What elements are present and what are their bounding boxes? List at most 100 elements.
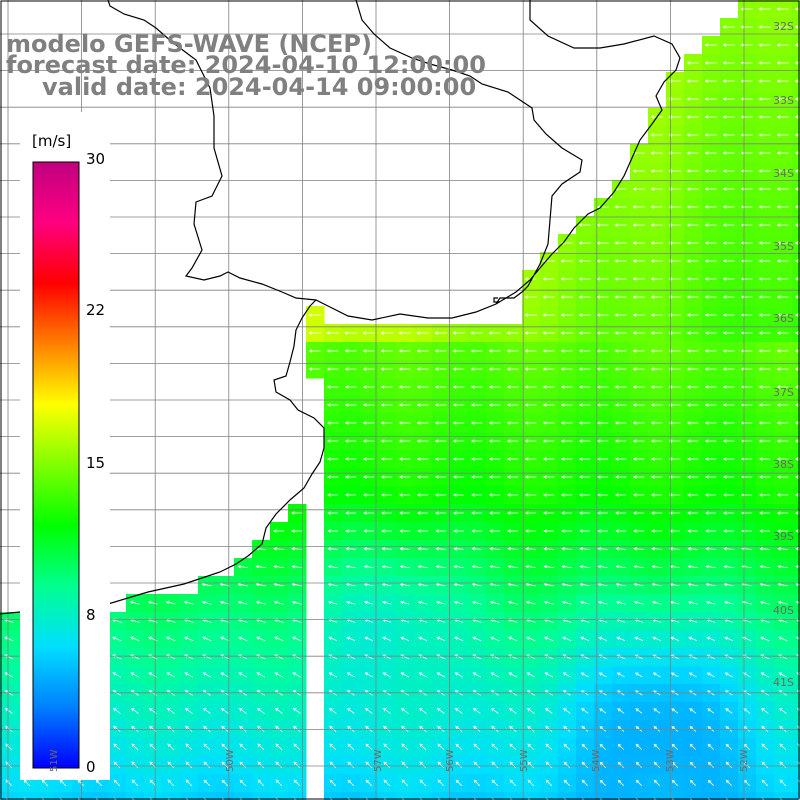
wind-arrow xyxy=(452,385,465,389)
wind-arrow xyxy=(668,241,681,245)
wind-arrow xyxy=(381,493,393,497)
lon-label: 51W xyxy=(49,749,60,772)
wind-arrow xyxy=(526,672,536,678)
wind-arrow xyxy=(327,493,339,497)
wind-arrow xyxy=(794,43,800,47)
wind-arrow xyxy=(596,349,609,353)
wind-arrow xyxy=(489,564,500,569)
wind-arrow xyxy=(455,779,463,787)
wind-arrow xyxy=(740,331,753,335)
wind-arrow xyxy=(506,331,519,335)
wind-arrow xyxy=(689,743,697,750)
wind-arrow xyxy=(255,636,266,642)
wind-arrow xyxy=(722,133,735,137)
wind-arrow xyxy=(380,349,393,353)
wind-arrow xyxy=(491,743,499,751)
wind-arrow xyxy=(722,421,735,425)
wind-arrow xyxy=(453,547,464,551)
wind-arrow xyxy=(632,223,645,227)
wind-arrow xyxy=(365,761,373,769)
wind-arrow xyxy=(435,582,446,587)
wind-arrow xyxy=(3,636,14,642)
wind-arrow xyxy=(452,421,465,425)
wind-arrow xyxy=(579,564,590,569)
wind-arrow xyxy=(740,385,753,389)
wind-arrow xyxy=(704,277,717,281)
wind-arrow xyxy=(506,439,519,443)
wind-arrow xyxy=(776,205,789,209)
wind-arrow xyxy=(652,672,661,678)
wind-arrow xyxy=(578,367,591,371)
wind-arrow xyxy=(398,439,411,443)
wind-arrow xyxy=(221,761,229,769)
wind-arrow xyxy=(723,582,734,587)
wind-arrow xyxy=(435,511,447,515)
wind-arrow xyxy=(579,493,591,497)
wind-arrow xyxy=(705,511,717,515)
wind-cell xyxy=(792,648,800,667)
wind-arrow xyxy=(275,779,283,787)
wind-arrow xyxy=(704,313,717,317)
wind-cell xyxy=(576,792,595,800)
wind-arrow xyxy=(308,331,321,335)
wind-arrow xyxy=(452,331,465,335)
wind-arrow xyxy=(292,654,302,660)
wind-arrow xyxy=(507,511,519,515)
wind-arrow xyxy=(722,169,735,173)
wind-arrow xyxy=(668,259,681,263)
wind-arrow xyxy=(723,511,735,515)
wind-arrow xyxy=(740,349,753,353)
wind-arrow xyxy=(668,331,681,335)
wind-arrow xyxy=(77,779,85,787)
wind-arrow xyxy=(740,457,753,461)
wind-arrow xyxy=(581,779,589,787)
wind-arrow xyxy=(668,403,681,407)
wind-arrow xyxy=(653,761,660,768)
wind-arrow xyxy=(758,241,771,245)
wind-arrow xyxy=(723,475,735,479)
wind-arrow xyxy=(722,331,735,335)
wind-arrow xyxy=(237,636,248,642)
wind-arrow xyxy=(471,582,482,587)
wind-arrow xyxy=(527,779,535,787)
wind-arrow xyxy=(632,205,645,209)
wind-arrow xyxy=(578,421,591,425)
wind-arrow xyxy=(202,707,211,714)
wind-cell xyxy=(126,792,145,800)
wind-arrow xyxy=(471,511,483,515)
wind-arrow xyxy=(617,743,625,750)
wind-arrow xyxy=(686,79,699,83)
wind-arrow xyxy=(707,779,714,786)
wind-arrow xyxy=(308,367,321,371)
wind-arrow xyxy=(758,403,771,407)
wind-arrow xyxy=(344,367,357,371)
wind-arrow xyxy=(668,223,681,227)
wind-arrow xyxy=(758,133,771,137)
wind-arrow xyxy=(41,779,49,787)
wind-arrow xyxy=(201,600,212,605)
wind-arrow xyxy=(776,61,789,65)
wind-arrow xyxy=(488,367,501,371)
wind-arrow xyxy=(470,349,483,353)
wind-arrow xyxy=(794,115,800,119)
wind-arrow xyxy=(723,493,735,497)
wind-arrow xyxy=(776,115,789,119)
wind-arrow xyxy=(578,241,591,245)
wind-arrow xyxy=(795,564,800,569)
wind-arrow xyxy=(453,582,464,587)
wind-arrow xyxy=(615,600,626,605)
wind-arrow xyxy=(455,743,463,751)
wind-arrow xyxy=(362,385,375,389)
wind-arrow xyxy=(740,115,753,119)
wind-arrow xyxy=(471,564,482,569)
wind-arrow xyxy=(776,277,789,281)
wind-arrow xyxy=(617,761,624,768)
wind-arrow xyxy=(597,529,608,533)
wind-arrow xyxy=(758,385,771,389)
wind-arrow xyxy=(671,779,678,786)
wind-arrow xyxy=(761,761,769,769)
wind-arrow xyxy=(651,600,662,605)
wind-arrow xyxy=(453,600,464,605)
wind-arrow xyxy=(291,547,302,551)
wind-arrow xyxy=(416,367,429,371)
